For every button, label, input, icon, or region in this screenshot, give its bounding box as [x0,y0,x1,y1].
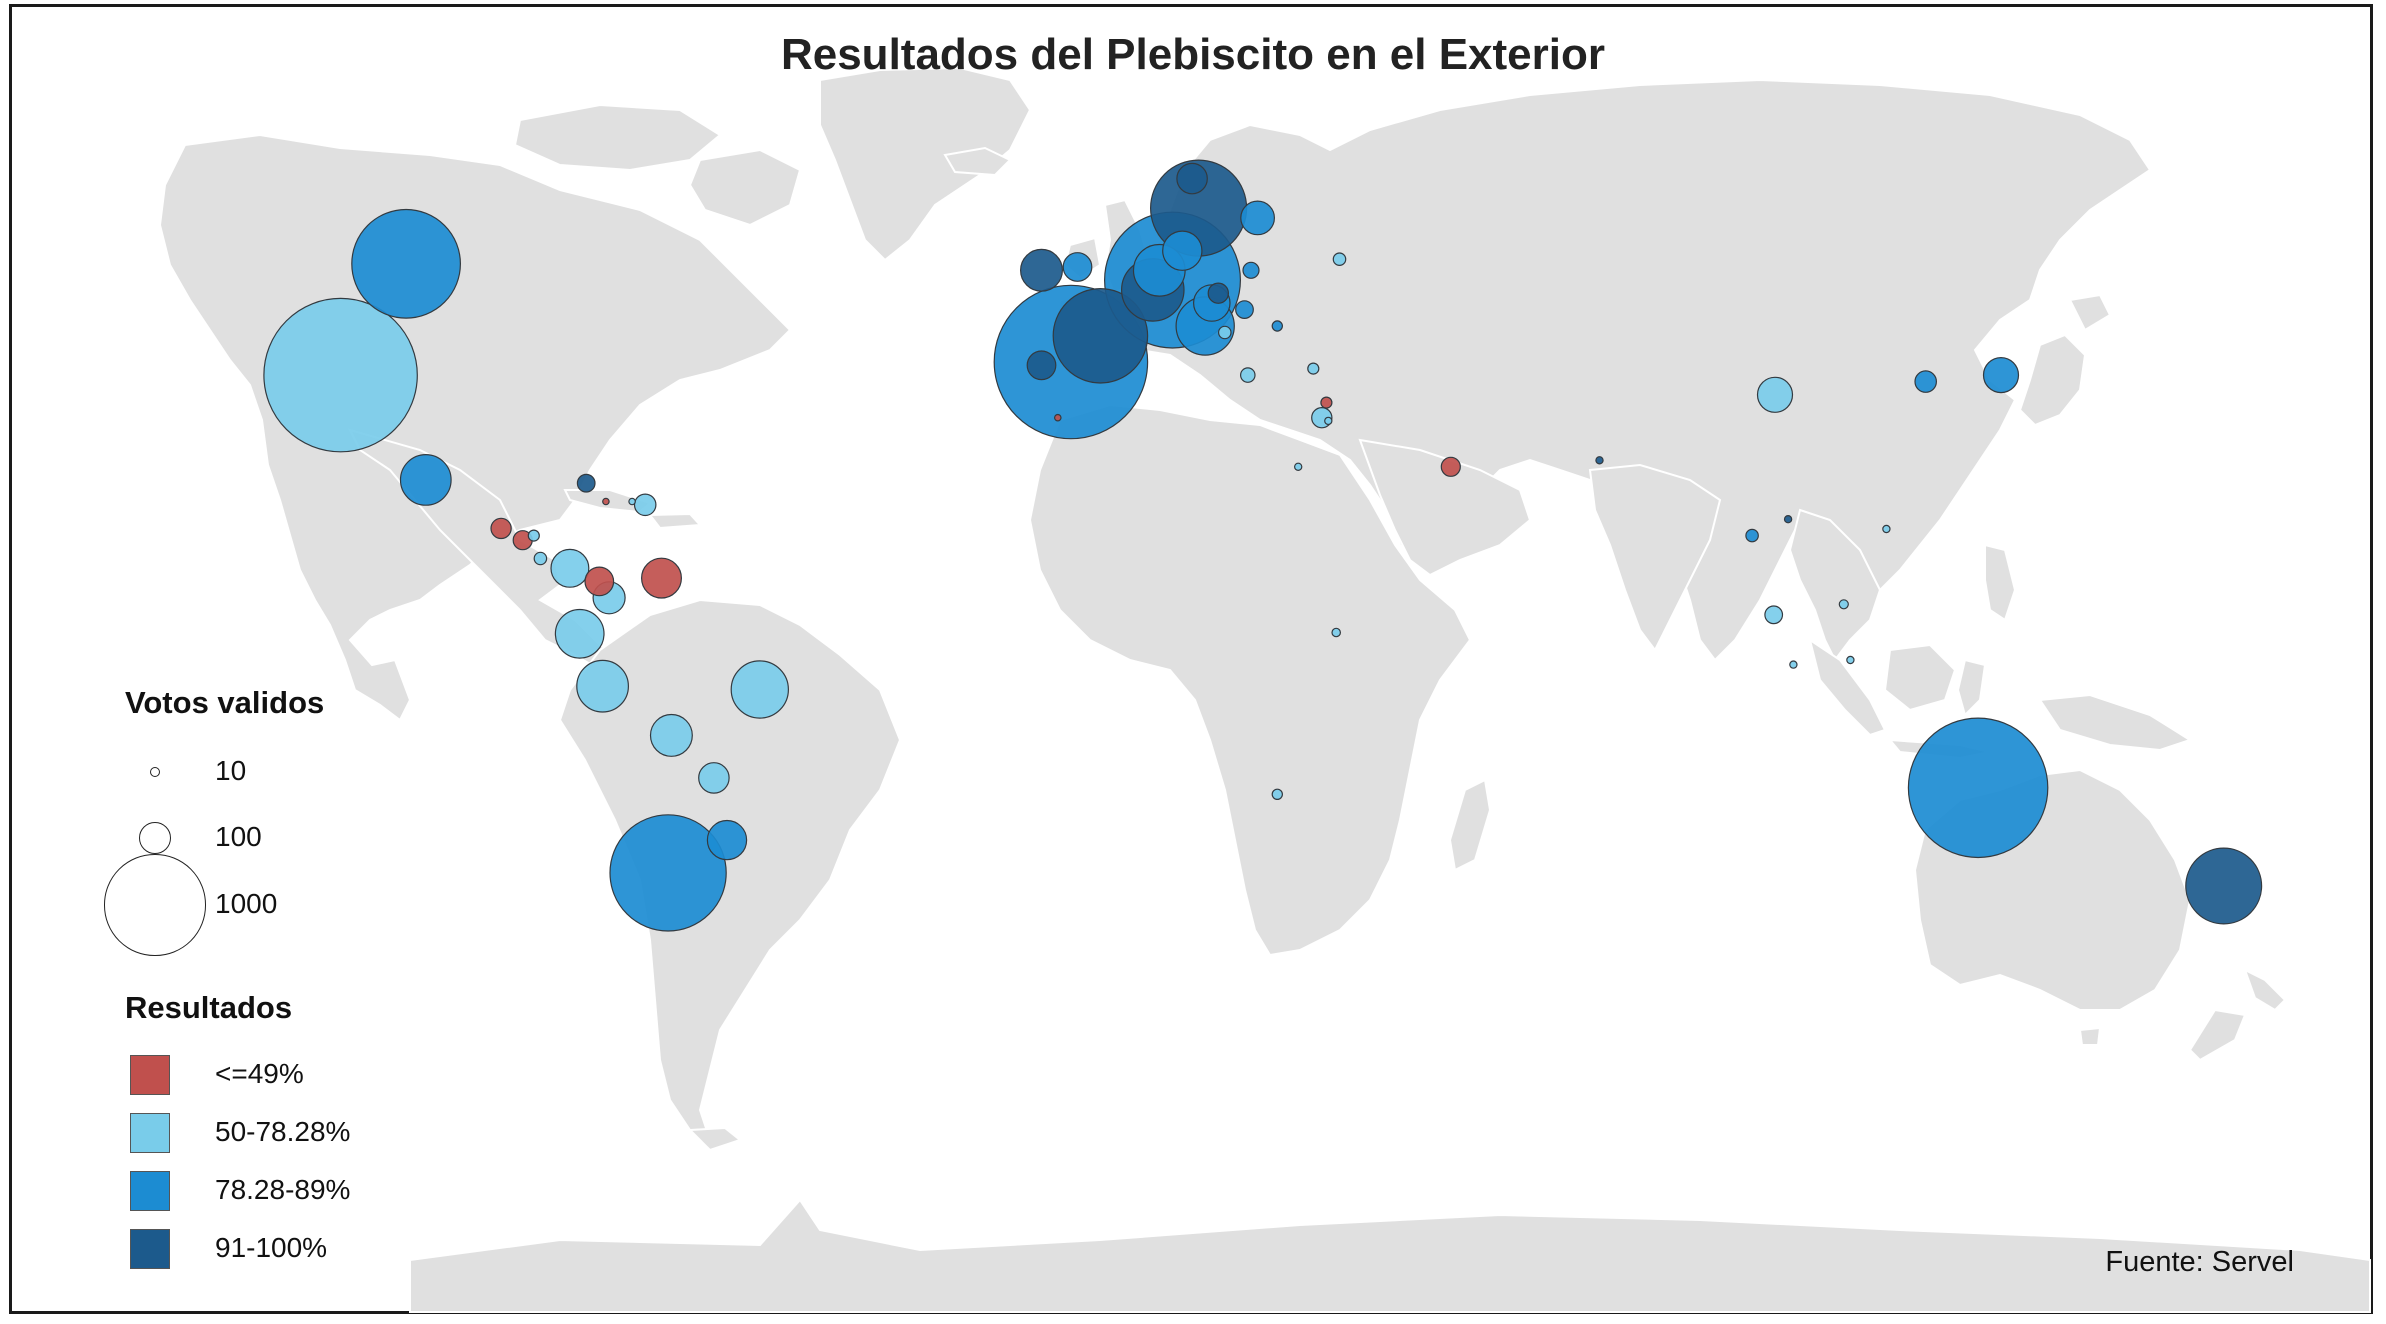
color-legend-label: <=49% [215,1058,304,1089]
vote-bubble [730,660,790,719]
vote-bubble [1595,456,1604,465]
land-hispaniola [648,512,703,530]
land-tasmania [2078,1026,2102,1046]
size-legend-label: 10 [215,755,247,786]
vote-bubble [640,557,682,599]
color-legend-swatch [130,1113,170,1153]
vote-bubble [1162,230,1203,271]
vote-bubble [1271,788,1284,801]
land-arabia [1358,438,1532,577]
vote-bubble [1026,350,1057,381]
vote-bubble [706,819,748,861]
vote-bubble [1293,462,1303,471]
land-baffin [688,148,802,227]
vote-bubble [1235,300,1254,320]
vote-bubble [1307,362,1320,375]
vote-bubble [649,713,693,757]
land-arctic-islands [513,103,722,172]
vote-bubble [550,548,590,588]
vote-bubble [1320,396,1333,409]
vote-bubble [576,473,596,493]
color-legend-label: 91-100% [215,1232,328,1263]
vote-bubble [1240,200,1275,236]
vote-bubble [2185,847,2263,925]
vote-bubble [1907,717,2049,859]
vote-bubble [1176,162,1208,195]
land-iceland [943,146,1012,177]
land-africa [1028,403,1472,957]
vote-bubble [1331,627,1341,638]
vote-bubble [609,814,727,932]
land-new-zealand-north [2243,967,2287,1012]
size-legend-circle [149,766,161,778]
vote-bubble [399,454,452,506]
vote-bubble [1271,320,1284,332]
vote-bubble [1846,655,1855,665]
land-india [1588,463,1722,652]
vote-bubble [1052,287,1149,384]
source-note: Fuente: Servel [2105,1246,2294,1278]
vote-bubble [1764,605,1784,625]
vote-bubble [584,566,615,597]
vote-bubble [263,297,418,453]
vote-bubble [698,762,730,794]
color-legend-swatch [130,1055,170,1095]
vote-bubble [576,659,629,713]
color-legend-swatch [130,1171,170,1211]
vote-bubble [1838,599,1849,610]
vote-bubble [1218,325,1232,340]
vote-bubble [351,208,462,319]
color-legend-heading: Resultados [125,990,293,1025]
vote-bubble [1745,528,1759,543]
land-japan [2018,333,2087,427]
vote-bubble [1882,524,1891,534]
vote-bubble [1207,282,1230,304]
vote-bubble [1332,252,1347,267]
vote-bubble [490,517,512,540]
land-indochina [1788,508,1882,662]
land-sumatra [1808,637,1887,737]
size-legend-label: 100 [215,821,262,852]
land-philippines [1984,543,2017,622]
land-hokkaido [2068,293,2112,332]
size-legend-label: 1000 [215,888,278,919]
vote-bubble [1019,248,1063,292]
land-borneo [1883,643,1957,712]
land-greenland [819,66,1032,262]
vote-bubble [1789,660,1798,669]
land-sulawesi [1956,658,1987,717]
land-north-america [158,133,792,722]
color-legend-label: 78.28-89% [215,1174,351,1205]
size-legend-circle [139,822,171,854]
vote-bubble [1982,357,2020,394]
color-legend-label: 50-78.28% [215,1116,351,1147]
vote-bubble [1240,367,1256,383]
land-layer [158,66,2371,1313]
land-tierra-del-fuego [687,1126,743,1152]
vote-bubble [628,497,636,506]
size-legend-heading: Votos validos [125,685,325,720]
land-madagascar [1448,778,1492,872]
vote-bubble [1062,252,1093,282]
vote-bubble [602,497,610,506]
land-new-guinea [2038,693,2193,752]
land-new-zealand-south [2188,1008,2247,1062]
vote-bubble [1914,370,1937,393]
land-antarctica [409,1198,2371,1313]
vote-bubble [1440,456,1461,477]
vote-bubble [1242,261,1260,279]
vote-bubble [554,608,605,659]
vote-bubble [1756,376,1794,413]
map-title: Resultados del Plebiscito en el Exterior [780,30,1606,79]
size-legend-circle [104,854,206,956]
vote-bubble [527,529,540,542]
vote-bubble [1054,413,1062,422]
bubble-layer [263,159,2263,932]
color-legend-swatch [130,1229,170,1269]
vote-bubble [533,551,548,566]
vote-bubble [633,493,657,517]
vote-bubble [1783,515,1793,524]
vote-bubble [1324,416,1333,426]
